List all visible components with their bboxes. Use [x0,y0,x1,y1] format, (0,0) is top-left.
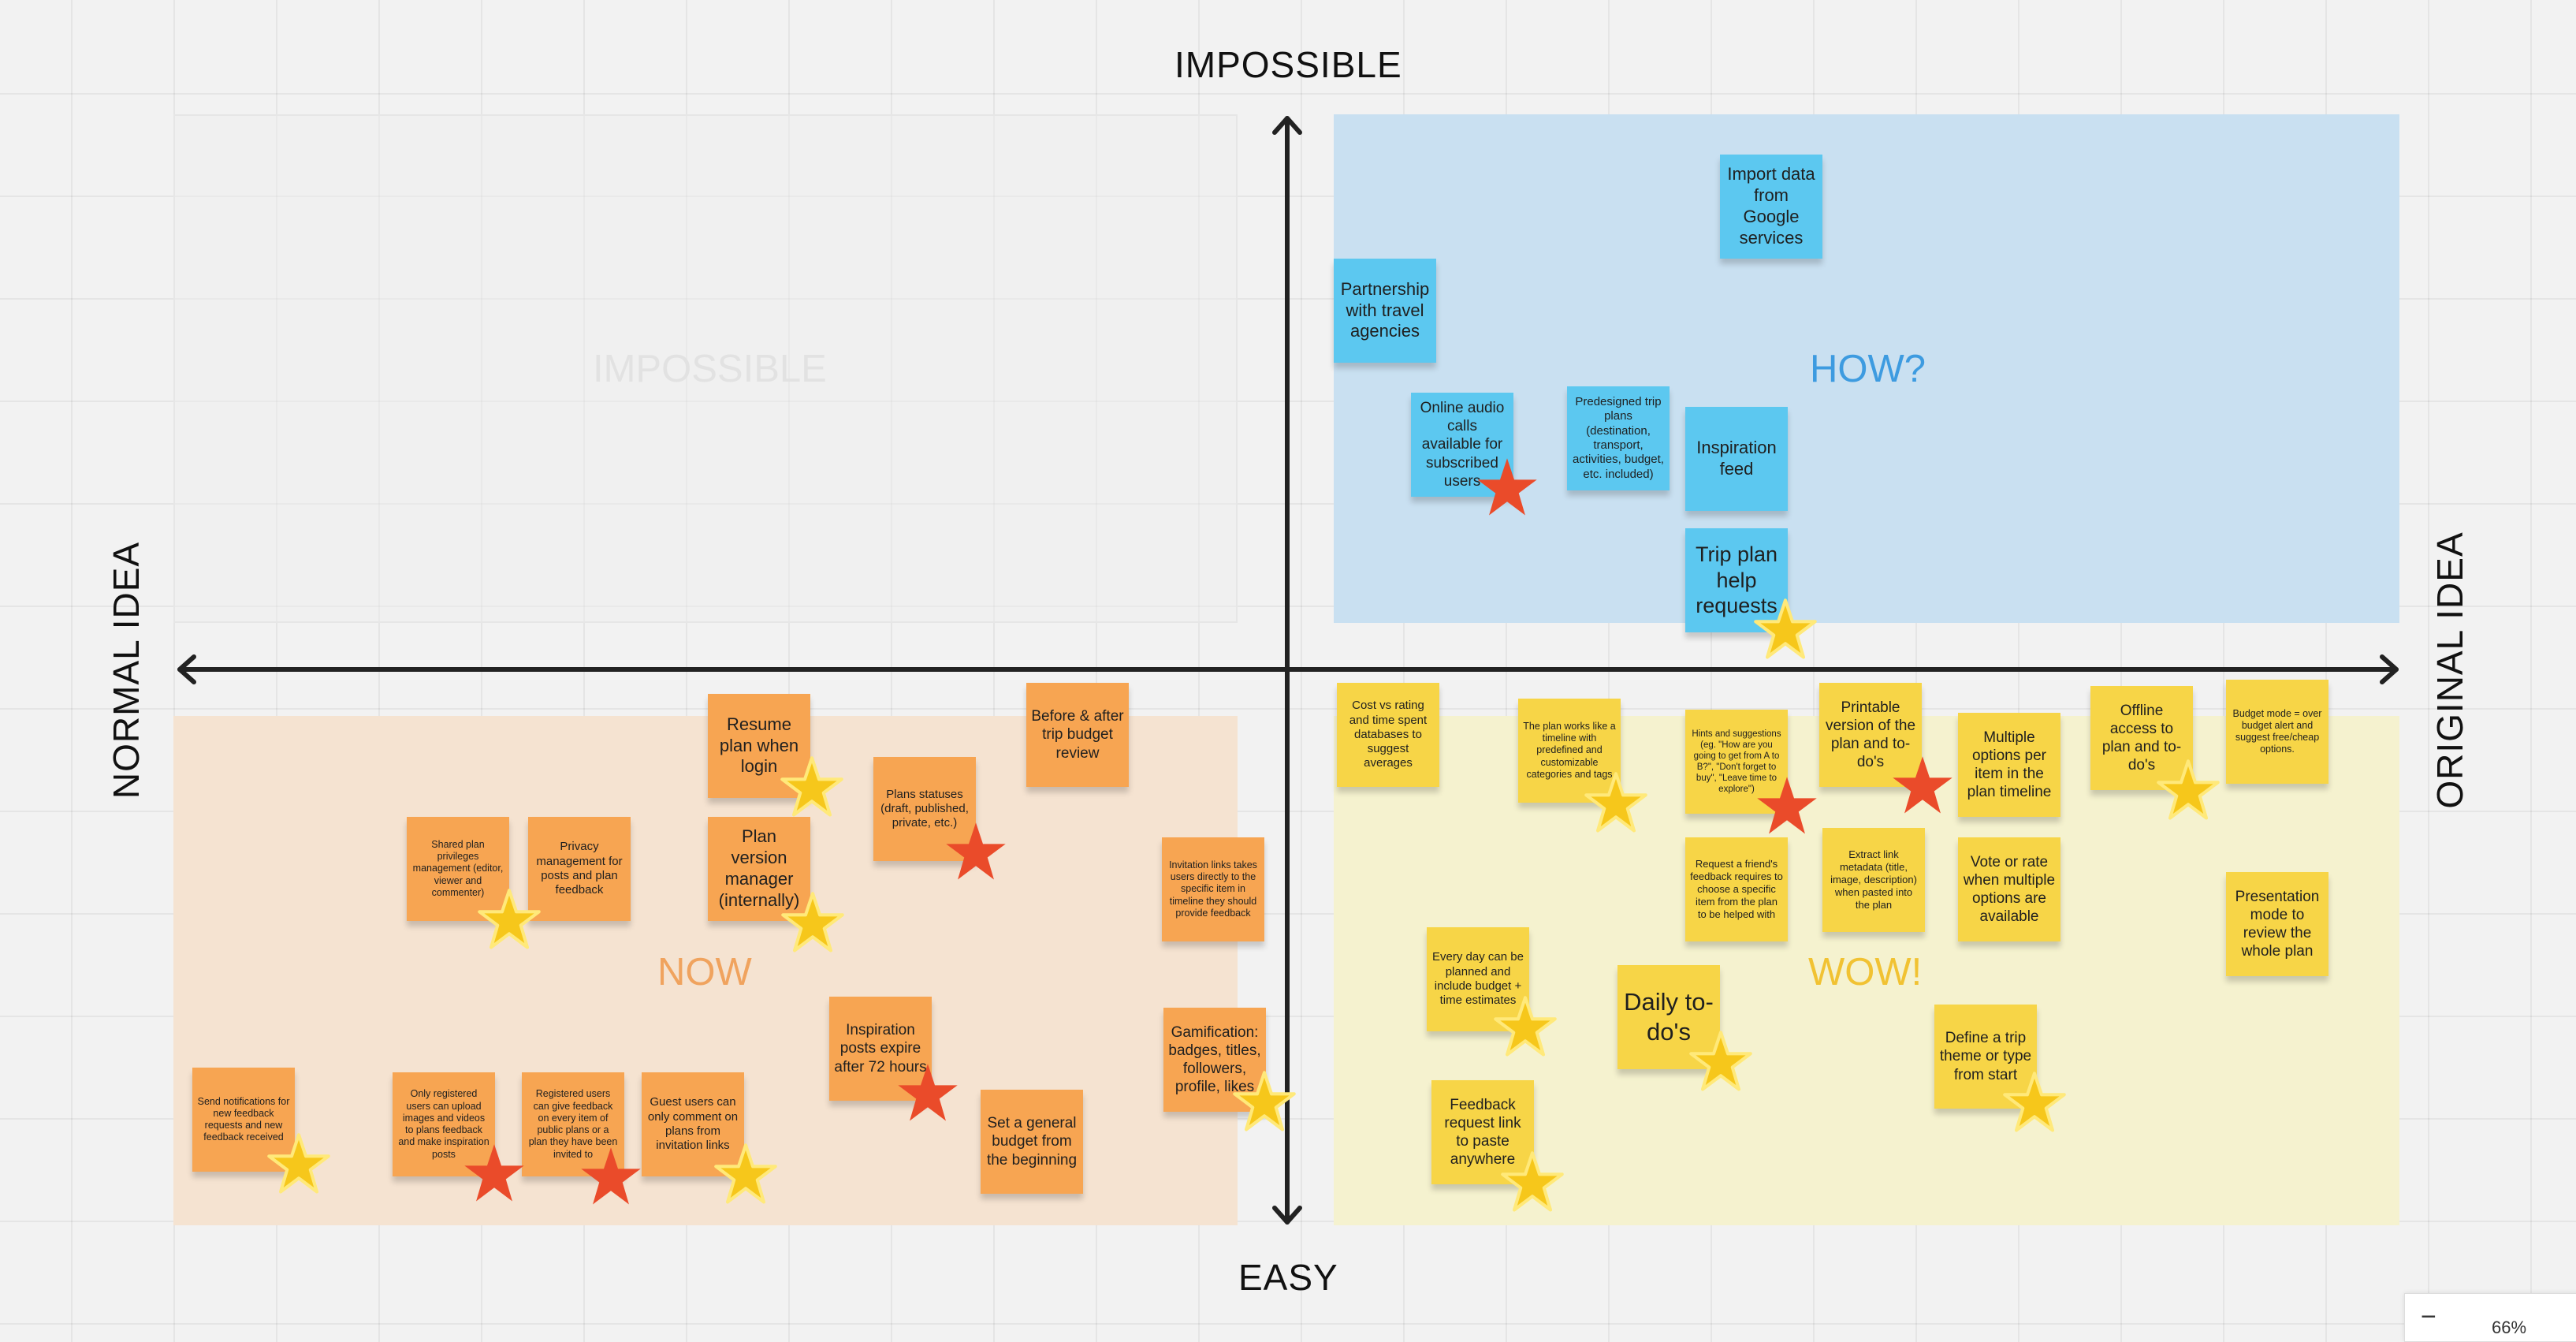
sticky-note[interactable]: Inspiration feed [1685,407,1788,511]
arrow-up [1272,116,1302,135]
sticky-note[interactable]: Multiple options per item in the plan ti… [1958,713,2060,817]
sticky-note[interactable]: Vote or rate when multiple options are a… [1958,837,2060,941]
sticky-note[interactable]: Send notifications for new feedback requ… [192,1068,295,1172]
gold-star-icon[interactable] [780,891,845,956]
quadrant-how [1334,114,2399,623]
red-star-icon[interactable] [895,1061,960,1126]
sticky-note[interactable]: Privacy management for posts and plan fe… [528,817,631,921]
gold-star-icon[interactable] [266,1132,331,1197]
gold-star-icon[interactable] [477,888,542,952]
red-star-icon[interactable] [1755,774,1819,839]
sticky-note[interactable]: Presentation mode to review the whole pl… [2226,872,2328,976]
zoom-control: − 66% [2404,1293,2576,1342]
gold-star-icon[interactable] [2002,1071,2067,1135]
sticky-note[interactable]: Predesigned trip plans (destination, tra… [1567,386,1670,490]
sticky-note[interactable]: Set a general budget from the beginning [981,1090,1083,1194]
axis-label-right: ORIGINAL IDEA [2429,531,2470,809]
sticky-note[interactable]: Trip plan help requests [1685,528,1788,632]
gold-star-icon[interactable] [1493,995,1558,1060]
sticky-note[interactable]: Feedback request link to paste anywhere [1431,1080,1534,1184]
sticky-note[interactable]: Cost vs rating and time spent databases … [1337,683,1439,787]
sticky-note[interactable]: The plan works like a timeline with pred… [1518,699,1621,803]
quadrant-label-impossible: IMPOSSIBLE [593,348,827,390]
sticky-note[interactable]: Partnership with travel agencies [1334,259,1436,363]
sticky-note[interactable]: Offline access to plan and to-do's [2090,686,2193,790]
sticky-note[interactable]: Define a trip theme or type from start [1934,1005,2037,1109]
red-star-icon[interactable] [944,820,1008,885]
quadrant-label-now: NOW [657,951,752,993]
zoom-level: 66% [2492,1318,2527,1337]
sticky-note[interactable]: Registered users can give feedback on ev… [522,1072,624,1176]
red-star-icon[interactable] [1475,456,1539,520]
red-star-icon[interactable] [579,1145,643,1210]
sticky-note[interactable]: Extract link metadata (title, image, des… [1822,828,1925,932]
quadrant-label-wow: WOW! [1808,951,1923,993]
sticky-note[interactable]: Before & after trip budget review [1026,683,1129,787]
red-star-icon[interactable] [1890,754,1955,818]
arrow-down [1272,1206,1302,1225]
sticky-note[interactable]: Only registered users can upload images … [393,1072,495,1176]
sticky-note[interactable]: Shared plan privileges management (edito… [407,817,509,921]
gold-star-icon[interactable] [1232,1070,1297,1135]
arrow-right [2380,654,2399,684]
sticky-note[interactable]: Inspiration posts expire after 72 hours [829,997,932,1101]
sticky-note[interactable]: Printable version of the plan and to-do'… [1819,683,1922,787]
red-star-icon[interactable] [462,1142,527,1206]
zoom-out-button[interactable]: − [2421,1302,2436,1332]
gold-star-icon[interactable] [780,755,844,820]
gold-star-icon[interactable] [1500,1150,1565,1215]
gold-star-icon[interactable] [2156,759,2220,823]
gold-star-icon[interactable] [1753,598,1818,662]
sticky-note[interactable]: Plan version manager (internally) [708,817,810,921]
sticky-note[interactable]: Daily to-do's [1617,965,1720,1069]
sticky-note[interactable]: Hints and suggestions (eg. "How are you … [1685,710,1788,814]
gold-star-icon[interactable] [1688,1030,1753,1094]
axis-label-left: NORMAL IDEA [106,541,147,800]
quadrant-impossible [173,114,1238,623]
sticky-note[interactable]: Import data from Google services [1720,155,1822,259]
axis-label-bottom: EASY [1238,1257,1338,1298]
sticky-note[interactable]: Guest users can only comment on plans fr… [642,1072,744,1176]
sticky-note[interactable]: Budget mode = over budget alert and sugg… [2226,680,2328,784]
sticky-note[interactable]: Online audio calls available for subscri… [1411,393,1513,497]
sticky-note[interactable]: Plans statuses (draft, published, privat… [873,757,976,861]
sticky-note[interactable]: Request a friend's feedback requires to … [1685,837,1788,941]
gold-star-icon[interactable] [1584,771,1648,836]
sticky-note[interactable]: Invitation links takes users directly to… [1162,837,1264,941]
arrow-left [177,654,196,684]
axis-label-top: IMPOSSIBLE [1174,44,1402,85]
sticky-note[interactable]: Every day can be planned and include bud… [1427,927,1529,1031]
quadrant-label-how: HOW? [1810,348,1926,390]
gold-star-icon[interactable] [713,1143,778,1207]
